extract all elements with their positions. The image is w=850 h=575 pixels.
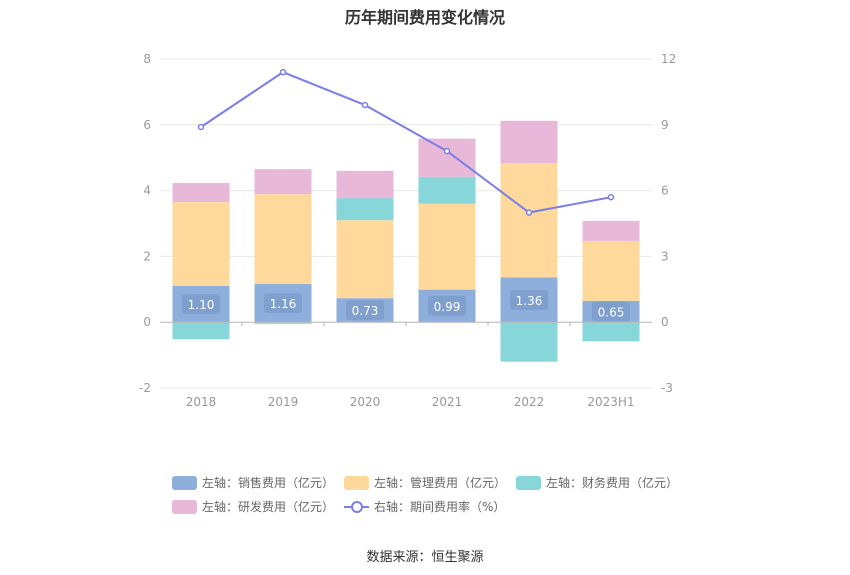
bar-rd: [582, 220, 640, 241]
right-axis-tick-label: 6: [661, 184, 669, 198]
right-axis-tick-label: 9: [661, 118, 669, 132]
sales-data-label: 1.36: [510, 289, 548, 310]
left-axis-tick-label: 2: [143, 249, 151, 263]
left-axis-tick-label: 0: [143, 315, 151, 329]
legend-admin-swatch: [344, 475, 369, 490]
rate-point: [607, 193, 615, 201]
bar-finance: [500, 322, 558, 362]
sales-data-label-text: 0.65: [598, 306, 625, 320]
bar-finance: [254, 322, 312, 324]
sales-data-label: 1.10: [182, 294, 220, 315]
bar-admin: [418, 203, 476, 290]
sales-data-label-text: 0.99: [434, 300, 461, 314]
rate-line: [200, 71, 612, 214]
left-axis-tick-label: 8: [143, 52, 151, 66]
sales-data-label: 0.65: [592, 301, 630, 322]
right-axis-tick-label: 12: [661, 52, 676, 66]
sales-data-label-text: 0.73: [352, 304, 379, 318]
legend-sales-swatch: [172, 475, 197, 490]
bar-admin: [336, 220, 394, 299]
bar-finance: [172, 322, 230, 340]
legend-rate-swatch: [344, 500, 369, 514]
sales-data-label-bg: [428, 295, 466, 316]
left-axis-tick-label: 4: [143, 184, 151, 198]
sales-data-label: 0.99: [428, 295, 466, 316]
x-axis-tick-label: 2023H1: [587, 395, 634, 409]
bar-layer: [172, 120, 640, 362]
legend-rd-label: 左轴：研发费用（亿元）: [202, 500, 335, 514]
x-axis-tick-label: 2019: [268, 395, 299, 409]
bar-finance: [418, 176, 476, 204]
bar-admin: [254, 194, 312, 285]
rate-point: [197, 123, 205, 131]
sales-data-label-text: 1.16: [270, 297, 297, 311]
bar-admin: [500, 163, 558, 278]
label-layer: 1.10 1.16 0.73 0.99 1.36 0.65: [182, 289, 630, 322]
line-layer: [197, 68, 615, 216]
legend-sales[interactable]: 左轴：销售费用（亿元）: [172, 474, 334, 491]
bar-rd: [418, 138, 476, 177]
x-axis-tick-label: 2020: [350, 395, 381, 409]
bar-rd: [336, 170, 394, 199]
x-axis-tick-label: 2022: [514, 395, 545, 409]
bar-rd: [500, 120, 558, 164]
left-axis-tick-label: -2: [139, 381, 151, 395]
rate-point: [443, 147, 451, 155]
axis-layer: -2 0 2 4 6 8 -3 0 3 6 9 12 2018 2019 2020 2021 2022 2023H…: [139, 52, 676, 409]
bar-finance: [582, 322, 640, 342]
sales-data-label: 0.73: [346, 300, 384, 321]
legend-rate-label: 右轴：期间费用率（%）: [374, 500, 506, 514]
x-axis-tick-label: 2021: [432, 395, 463, 409]
legend-admin-label: 左轴：管理费用（亿元）: [374, 476, 507, 490]
legend-admin[interactable]: 左轴：管理费用（亿元）: [344, 474, 506, 491]
legend-rate[interactable]: 右轴：期间费用率（%）: [344, 498, 505, 515]
legend-finance[interactable]: 左轴：财务费用（亿元）: [516, 474, 678, 491]
rate-point: [525, 209, 533, 216]
legend-sales-label: 左轴：销售费用（亿元）: [202, 476, 335, 490]
bar-finance: [336, 198, 394, 221]
legend-rd-swatch: [172, 499, 197, 514]
sales-data-label-bg: [592, 301, 630, 322]
x-axis-tick-label: 2018: [186, 395, 217, 409]
bar-rd: [254, 169, 312, 195]
grid-layer: [160, 58, 652, 389]
legend-finance-swatch: [516, 475, 541, 490]
legend-rd[interactable]: 左轴：研发费用（亿元）: [172, 498, 334, 515]
sales-data-label-bg: [182, 294, 220, 315]
sales-data-label-bg: [510, 289, 548, 310]
sales-data-label-bg: [346, 300, 384, 321]
source-note: 数据来源：恒生聚源: [366, 550, 484, 565]
legend-finance-label: 左轴：财务费用（亿元）: [546, 476, 679, 490]
sales-data-label-text: 1.36: [516, 294, 543, 308]
right-axis-tick-label: -3: [661, 381, 673, 395]
right-axis-tick-label: 0: [661, 315, 669, 329]
chart-title: 历年期间费用变化情况: [344, 8, 505, 27]
sales-data-label-text: 1.10: [188, 298, 215, 312]
right-axis-tick-label: 3: [661, 249, 669, 263]
sales-data-label: 1.16: [264, 293, 302, 314]
left-axis-tick-label: 6: [143, 118, 151, 132]
sales-data-label-bg: [264, 293, 302, 314]
bar-admin: [582, 240, 640, 301]
rate-point: [279, 68, 287, 76]
rate-point: [361, 101, 369, 109]
bar-admin: [172, 202, 230, 287]
bar-rd: [172, 183, 230, 203]
